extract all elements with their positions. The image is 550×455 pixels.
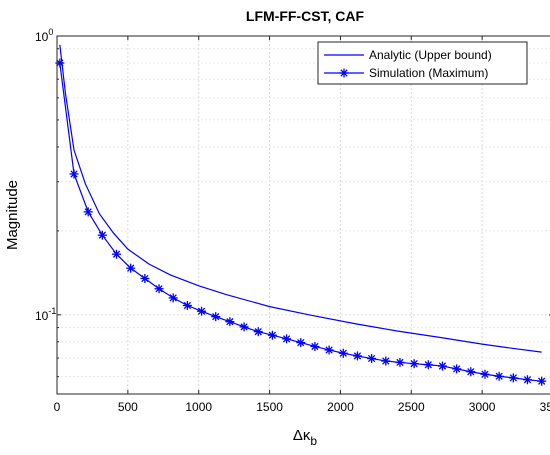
series-point-simulation xyxy=(352,351,362,361)
series-point-simulation xyxy=(197,306,207,316)
grid xyxy=(57,36,550,394)
series-point-simulation xyxy=(211,312,221,322)
series-point-simulation xyxy=(69,169,79,179)
series-point-simulation xyxy=(83,207,93,217)
series-layer xyxy=(55,44,547,386)
legend-asterisk xyxy=(339,68,349,78)
x-axis-label: Δκb xyxy=(293,427,318,448)
x-tick-label: 2000 xyxy=(327,400,354,414)
x-tick-label: 2500 xyxy=(398,400,425,414)
series-line-analytic xyxy=(59,44,542,353)
series-point-simulation xyxy=(140,273,150,283)
series-point-simulation xyxy=(466,367,476,377)
series-point-simulation xyxy=(452,364,462,374)
x-tick-label: 3500 xyxy=(540,400,550,414)
x-tick-label: 1000 xyxy=(185,400,212,414)
series-point-simulation xyxy=(324,345,334,355)
legend-label-analytic: Analytic (Upper bound) xyxy=(369,48,492,62)
series-point-simulation xyxy=(367,354,377,364)
y-axis-label: Magnitude xyxy=(4,180,21,250)
x-tick-label: 500 xyxy=(118,400,138,414)
series-point-simulation xyxy=(239,322,249,332)
legend-box xyxy=(317,41,528,85)
series-point-simulation xyxy=(423,360,433,370)
x-axis-label-sub: b xyxy=(310,434,317,448)
series-point-simulation xyxy=(338,348,348,358)
series-point-simulation xyxy=(437,361,447,371)
legend: Analytic (Upper bound) Simulation (Maxim… xyxy=(317,41,528,85)
series-point-simulation xyxy=(310,341,320,351)
legend-label-simulation: Simulation (Maximum) xyxy=(369,66,488,80)
series-point-simulation xyxy=(522,375,532,385)
series-point-simulation xyxy=(537,376,547,386)
series-point-simulation xyxy=(168,293,178,303)
series-point-simulation xyxy=(154,284,164,294)
x-tick-label: 1500 xyxy=(256,400,283,414)
series-point-simulation xyxy=(480,369,490,379)
series-line-simulation xyxy=(59,62,542,382)
series-point-simulation xyxy=(395,357,405,367)
x-tick-label: 3000 xyxy=(469,400,496,414)
series-point-simulation xyxy=(296,338,306,348)
series-point-simulation xyxy=(267,330,277,340)
series-point-simulation xyxy=(508,373,518,383)
series-point-simulation xyxy=(97,230,107,240)
legend-marker-simulation xyxy=(339,68,349,78)
series-point-simulation xyxy=(282,334,292,344)
series-point-simulation xyxy=(381,356,391,366)
series-point-simulation xyxy=(494,371,504,381)
plot-frame xyxy=(56,35,550,395)
chart-title: LFM-FF-CST, CAF xyxy=(246,8,365,24)
series-point-simulation xyxy=(253,327,263,337)
series-point-simulation xyxy=(409,359,419,369)
y-tick-label: 10-1 xyxy=(35,306,56,323)
x-tick-label: 0 xyxy=(54,400,61,414)
y-tick-label: 100 xyxy=(35,27,53,44)
series-point-simulation xyxy=(182,300,192,310)
x-axis-label-main: Δκ xyxy=(293,427,311,444)
series-point-simulation xyxy=(112,249,122,259)
ticks: 0 500 1000 1500 2000 2500 3000 3500 10-1 100 xyxy=(35,27,550,414)
series-point-simulation xyxy=(225,317,235,327)
series-point-simulation xyxy=(126,263,136,273)
